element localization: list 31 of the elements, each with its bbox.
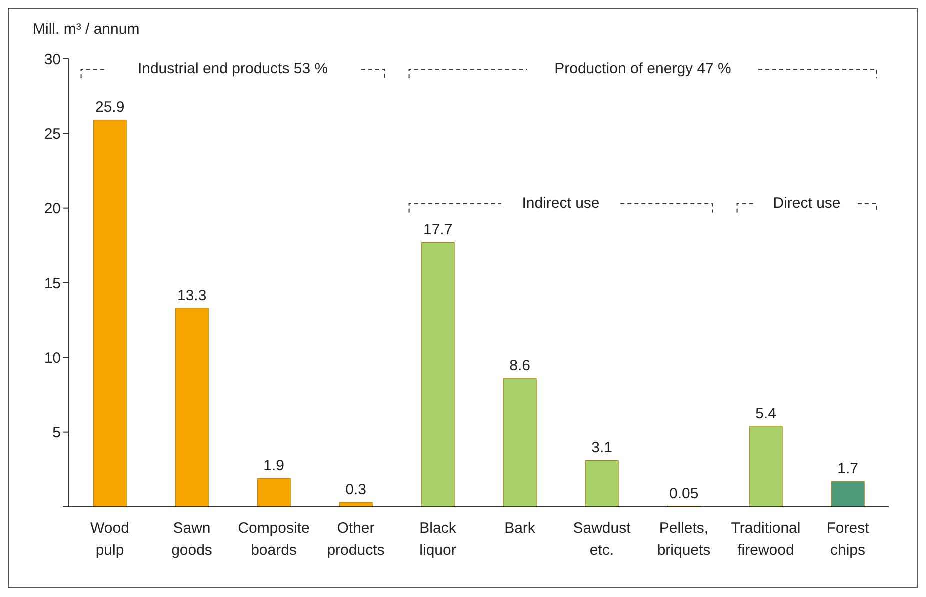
data-label: 1.9	[264, 458, 285, 475]
x-tick-label: Wood pulp	[90, 520, 130, 559]
x-tick-label: Bark	[504, 520, 536, 537]
annotation: Indirect use	[522, 194, 600, 212]
y-tick-label: 15	[44, 275, 61, 292]
data-label: 17.7	[424, 222, 453, 239]
data-label: 13.3	[178, 287, 207, 304]
data-label: 1.7	[838, 460, 859, 478]
data-label: 0.05	[670, 485, 699, 502]
x-tick-label: Sawdust etc.	[573, 520, 632, 559]
annotation: Industrial end products 53 %	[138, 60, 328, 78]
data-label: 5.4	[756, 405, 777, 422]
x-tick-label: Sawn goods	[172, 520, 212, 559]
x-tick-label: Pellets, briquets	[657, 520, 711, 559]
y-tick-label: 10	[44, 350, 61, 367]
y-axis-title: Mill. m³ / annum	[33, 21, 140, 38]
x-tick-label: Black liquor	[420, 520, 457, 559]
x-tick-label: Other products	[327, 520, 385, 559]
annotation: Production of energy 47 %	[554, 60, 732, 78]
y-tick-label: 25	[44, 126, 61, 143]
data-label: 3.1	[592, 440, 613, 457]
x-tick-label: Composite boards	[238, 520, 310, 559]
y-tick-label: 5	[52, 424, 61, 442]
annotation: Direct use	[773, 194, 841, 212]
x-tick-label: Traditional firewood	[731, 520, 801, 559]
y-tick-label: 20	[44, 200, 61, 218]
data-label: 0.3	[346, 482, 367, 499]
x-tick-label: Forest chips	[826, 520, 870, 559]
y-tick-label: 30	[44, 51, 61, 68]
data-label: 25.9	[96, 99, 125, 116]
data-label: 8.6	[510, 358, 531, 375]
